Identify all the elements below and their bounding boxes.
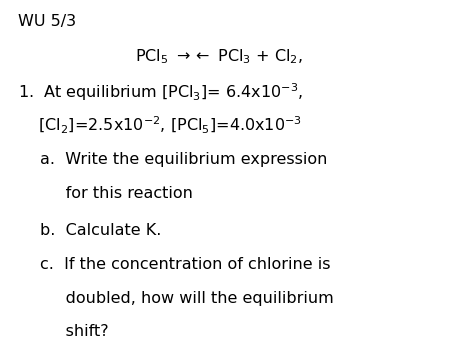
Text: [Cl$_2$]=2.5x10$^{-2}$, [PCl$_5$]=4.0x10$^{-3}$: [Cl$_2$]=2.5x10$^{-2}$, [PCl$_5$]=4.0x10… <box>18 115 302 136</box>
Text: for this reaction: for this reaction <box>40 186 194 201</box>
Text: PCl$_5$ $\rightarrow\leftarrow$ PCl$_3$ + Cl$_2$,: PCl$_5$ $\rightarrow\leftarrow$ PCl$_3$ … <box>135 47 303 66</box>
Text: WU 5/3: WU 5/3 <box>18 14 76 28</box>
Text: doubled, how will the equilibrium: doubled, how will the equilibrium <box>40 291 334 306</box>
Text: c.  If the concentration of chlorine is: c. If the concentration of chlorine is <box>40 257 331 272</box>
Text: a.  Write the equilibrium expression: a. Write the equilibrium expression <box>40 152 328 167</box>
Text: b.  Calculate K.: b. Calculate K. <box>40 223 162 238</box>
Text: 1.  At equilibrium [PCl$_3$]= 6.4x10$^{-3}$,: 1. At equilibrium [PCl$_3$]= 6.4x10$^{-3… <box>18 81 303 103</box>
Text: shift?: shift? <box>40 324 109 338</box>
